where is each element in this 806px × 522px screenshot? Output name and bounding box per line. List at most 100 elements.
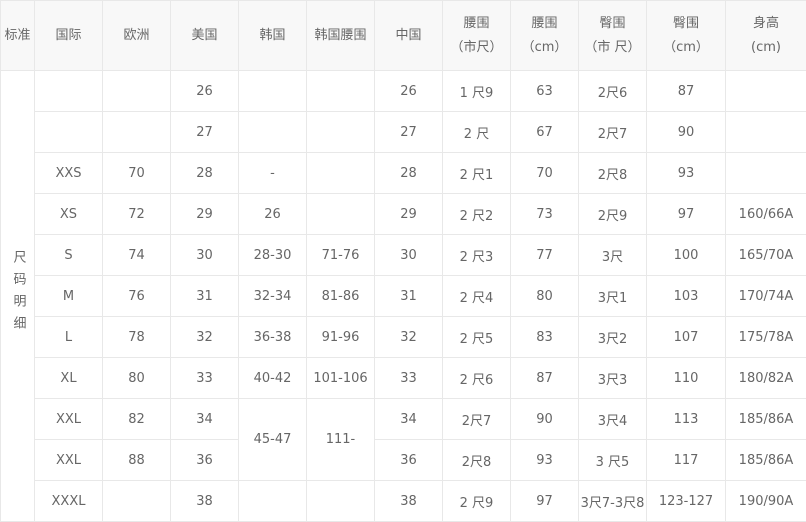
- cell-hip-cm: 97: [647, 194, 726, 235]
- cell-korea: 40-42: [239, 358, 307, 399]
- cell-hip-shichi: 3尺4: [579, 399, 647, 440]
- header-korea: 韩国: [239, 1, 307, 71]
- cell-height-cm: 185/86A: [726, 440, 806, 481]
- cell-height-cm: 190/90A: [726, 481, 806, 522]
- header-waist-shichi: 腰围 （市尺）: [443, 1, 511, 71]
- cell-us: 32: [171, 317, 239, 358]
- cell-us: 34: [171, 399, 239, 440]
- cell-hip-shichi: 3尺7-3尺8: [579, 481, 647, 522]
- cell-korea-waist: [307, 112, 375, 153]
- cell-hip-shichi: 2尺8: [579, 153, 647, 194]
- cell-hip-cm: 90: [647, 112, 726, 153]
- cell-china: 33: [375, 358, 443, 399]
- header-waist-cm: 腰围 （cm）: [511, 1, 579, 71]
- cell-waist-cm: 83: [511, 317, 579, 358]
- cell-china: 29: [375, 194, 443, 235]
- cell-height-cm: 160/66A: [726, 194, 806, 235]
- cell-international: [35, 71, 103, 112]
- cell-waist-cm: 80: [511, 276, 579, 317]
- cell-europe: 78: [103, 317, 171, 358]
- cell-korea: [239, 481, 307, 522]
- cell-height-cm: [726, 153, 806, 194]
- cell-korea: [239, 112, 307, 153]
- cell-europe: [103, 481, 171, 522]
- header-standard: 标准: [1, 1, 35, 71]
- group-cell: 尺码明细: [1, 71, 35, 522]
- cell-korea-waist: [307, 153, 375, 194]
- cell-height-cm: 170/74A: [726, 276, 806, 317]
- cell-international: [35, 112, 103, 153]
- cell-waist-shichi: 2 尺1: [443, 153, 511, 194]
- cell-korea-waist: 91-96: [307, 317, 375, 358]
- cell-korea-waist: [307, 481, 375, 522]
- cell-us: 38: [171, 481, 239, 522]
- cell-international: XL: [35, 358, 103, 399]
- cell-us: 36: [171, 440, 239, 481]
- header-us: 美国: [171, 1, 239, 71]
- header-row: 标准国际欧洲美国韩国韩国腰围中国腰围 （市尺）腰围 （cm）臀围 （市 尺）臀围…: [1, 1, 806, 71]
- cell-waist-shichi: 2尺8: [443, 440, 511, 481]
- cell-china: 38: [375, 481, 443, 522]
- cell-international: XXS: [35, 153, 103, 194]
- cell-waist-shichi: 2尺7: [443, 399, 511, 440]
- cell-waist-cm: 90: [511, 399, 579, 440]
- cell-europe: [103, 112, 171, 153]
- cell-korea-waist: [307, 71, 375, 112]
- cell-hip-shichi: 3尺3: [579, 358, 647, 399]
- cell-europe: 72: [103, 194, 171, 235]
- cell-korea-waist: 101-106: [307, 358, 375, 399]
- cell-waist-shichi: 2 尺2: [443, 194, 511, 235]
- cell-korea: 32-34: [239, 276, 307, 317]
- cell-korea-waist: [307, 194, 375, 235]
- cell-international: XXXL: [35, 481, 103, 522]
- cell-hip-cm: 100: [647, 235, 726, 276]
- cell-hip-cm: 93: [647, 153, 726, 194]
- cell-waist-cm: 97: [511, 481, 579, 522]
- header-hip-cm: 臀围 （cm）: [647, 1, 726, 71]
- cell-korea: 45-47: [239, 399, 307, 481]
- cell-waist-cm: 70: [511, 153, 579, 194]
- cell-waist-cm: 93: [511, 440, 579, 481]
- cell-korea-waist: 111-: [307, 399, 375, 481]
- cell-us: 33: [171, 358, 239, 399]
- header-international: 国际: [35, 1, 103, 71]
- cell-hip-cm: 103: [647, 276, 726, 317]
- cell-korea: 28-30: [239, 235, 307, 276]
- header-europe: 欧洲: [103, 1, 171, 71]
- cell-us: 31: [171, 276, 239, 317]
- header-korea-waist: 韩国腰围: [307, 1, 375, 71]
- cell-china: 30: [375, 235, 443, 276]
- cell-hip-cm: 113: [647, 399, 726, 440]
- cell-waist-shichi: 2 尺9: [443, 481, 511, 522]
- cell-us: 27: [171, 112, 239, 153]
- cell-europe: 80: [103, 358, 171, 399]
- cell-us: 28: [171, 153, 239, 194]
- cell-waist-cm: 87: [511, 358, 579, 399]
- header-hip-shichi: 臀围 （市 尺）: [579, 1, 647, 71]
- cell-us: 30: [171, 235, 239, 276]
- cell-international: XS: [35, 194, 103, 235]
- cell-korea-waist: 71-76: [307, 235, 375, 276]
- cell-korea-waist: 81-86: [307, 276, 375, 317]
- cell-europe: 82: [103, 399, 171, 440]
- cell-hip-shichi: 3尺1: [579, 276, 647, 317]
- cell-china: 28: [375, 153, 443, 194]
- cell-hip-shichi: 3尺2: [579, 317, 647, 358]
- cell-china: 27: [375, 112, 443, 153]
- cell-korea: 36-38: [239, 317, 307, 358]
- cell-height-cm: 185/86A: [726, 399, 806, 440]
- cell-hip-cm: 117: [647, 440, 726, 481]
- cell-europe: 76: [103, 276, 171, 317]
- cell-international: XXL: [35, 440, 103, 481]
- cell-hip-cm: 87: [647, 71, 726, 112]
- cell-europe: 88: [103, 440, 171, 481]
